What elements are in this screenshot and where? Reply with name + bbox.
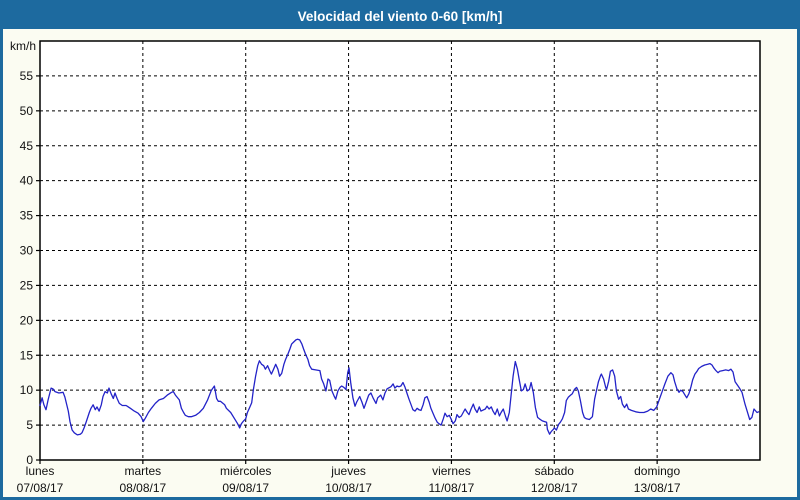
y-tick-label: 10 <box>20 383 34 397</box>
date-label: 13/08/17 <box>634 481 681 495</box>
grid-lines <box>40 41 760 460</box>
day-label: domingo <box>634 464 680 478</box>
wind-speed-chart: 0 5 10 15 20 25 30 35 40 45 50 55 km/h lunes 07/08/17 m… <box>10 39 761 495</box>
y-tick-label: 50 <box>20 104 34 118</box>
date-label: 10/08/17 <box>325 481 372 495</box>
y-tick-label: 55 <box>20 69 34 83</box>
y-tick-label: 5 <box>26 418 33 432</box>
day-label: martes <box>125 464 162 478</box>
date-label: 12/08/17 <box>531 481 578 495</box>
titlebar: Velocidad del viento 0-60 [km/h] <box>3 3 797 29</box>
date-label: 08/08/17 <box>119 481 166 495</box>
y-tick-label: 40 <box>20 174 34 188</box>
date-label: 09/08/17 <box>222 481 269 495</box>
y-tick-label: 0 <box>26 453 33 467</box>
date-label: 07/08/17 <box>17 481 64 495</box>
day-label: viernes <box>432 464 471 478</box>
y-tick-label: 20 <box>20 313 34 327</box>
y-tick-label: 35 <box>20 209 34 223</box>
day-label: jueves <box>330 464 366 478</box>
y-tick-label: 15 <box>20 348 34 362</box>
day-label: miércoles <box>220 464 271 478</box>
axis-ticks <box>36 75 658 464</box>
day-label: sábado <box>535 464 575 478</box>
y-tick-label: 25 <box>20 278 34 292</box>
date-label: 11/08/17 <box>429 481 475 495</box>
window-title: Velocidad del viento 0-60 [km/h] <box>297 8 503 24</box>
wind-speed-line <box>39 338 760 436</box>
day-label: lunes <box>26 464 55 478</box>
y-axis-unit-label: km/h <box>10 39 36 53</box>
y-tick-label: 45 <box>20 139 34 153</box>
y-tick-label: 30 <box>20 244 34 258</box>
